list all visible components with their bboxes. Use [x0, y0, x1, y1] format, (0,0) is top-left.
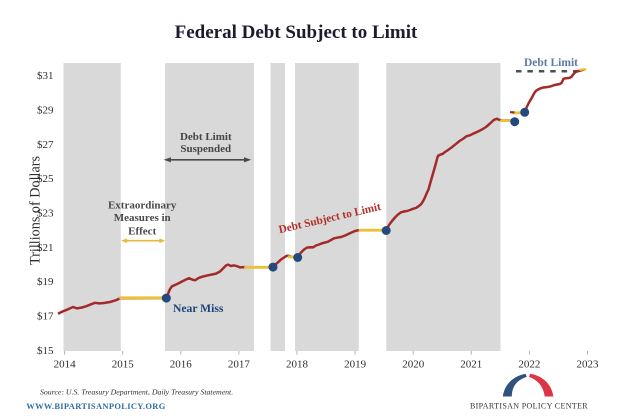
- svg-text:$27: $27: [37, 139, 54, 151]
- svg-text:Federal Debt Subject to Limit: Federal Debt Subject to Limit: [175, 22, 418, 43]
- svg-text:WWW.BIPARTISANPOLICY.ORG: WWW.BIPARTISANPOLICY.ORG: [26, 401, 165, 411]
- svg-text:2019: 2019: [344, 359, 367, 371]
- svg-text:2015: 2015: [112, 359, 135, 371]
- svg-text:$25: $25: [37, 173, 54, 185]
- svg-text:2017: 2017: [228, 359, 251, 371]
- svg-text:$21: $21: [37, 242, 54, 254]
- svg-text:Measures in: Measures in: [114, 212, 171, 224]
- svg-text:Extraordinary: Extraordinary: [108, 199, 177, 211]
- svg-text:2020: 2020: [402, 359, 425, 371]
- svg-text:2022: 2022: [518, 359, 540, 371]
- svg-text:Source: U.S. Treasury Departme: Source: U.S. Treasury Department, Daily …: [40, 387, 233, 396]
- svg-text:Near Miss: Near Miss: [173, 302, 224, 315]
- svg-text:Debt Limit: Debt Limit: [180, 131, 232, 143]
- svg-text:Effect: Effect: [128, 225, 156, 237]
- svg-text:$31: $31: [37, 70, 54, 82]
- svg-text:Suspended: Suspended: [180, 143, 231, 155]
- svg-text:2023: 2023: [577, 359, 600, 371]
- svg-text:$15: $15: [37, 345, 54, 357]
- svg-text:2014: 2014: [54, 359, 77, 371]
- svg-text:2018: 2018: [286, 359, 309, 371]
- svg-text:$23: $23: [37, 208, 54, 220]
- svg-text:2016: 2016: [170, 359, 193, 371]
- svg-text:Trillions of Dollars: Trillions of Dollars: [27, 155, 43, 265]
- svg-text:Debt Limit: Debt Limit: [524, 57, 578, 69]
- svg-text:2021: 2021: [460, 359, 482, 371]
- svg-text:$29: $29: [37, 104, 54, 116]
- svg-text:BIPARTISAN POLICY CENTER: BIPARTISAN POLICY CENTER: [470, 402, 588, 411]
- svg-text:$17: $17: [37, 311, 54, 323]
- svg-text:$19: $19: [37, 276, 54, 288]
